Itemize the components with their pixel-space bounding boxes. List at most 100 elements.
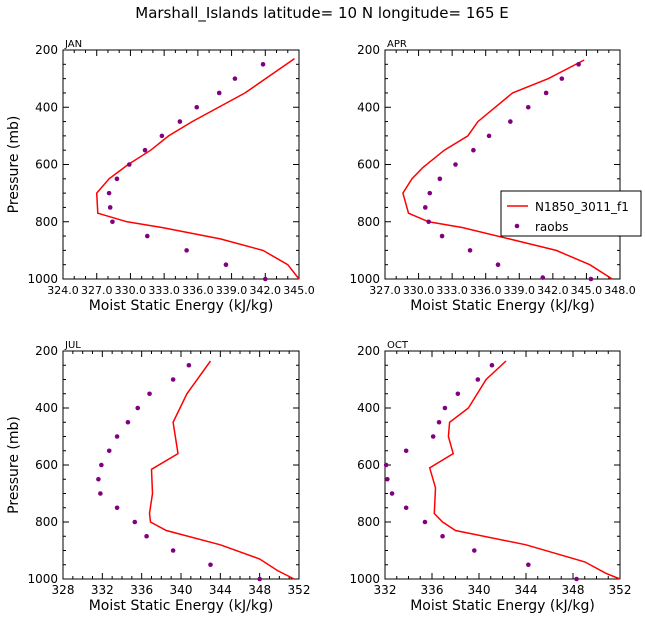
legend-box (500, 190, 642, 237)
x-tick-label: 344 (515, 583, 538, 597)
x-tick-label: 327.0 (81, 284, 113, 297)
panel-label: APR (387, 39, 407, 50)
y-tick-label: 800 (357, 515, 380, 529)
x-tick-label: 336.0 (182, 284, 214, 297)
raobs-point (383, 462, 389, 468)
raobs-point (132, 519, 138, 525)
panel-label: JAN (64, 39, 82, 50)
y-tick-label: 400 (35, 100, 58, 114)
legend-obs-marker (514, 223, 520, 229)
raobs-point (114, 505, 120, 511)
raobs-point (262, 276, 268, 282)
raobs-point (99, 462, 104, 468)
y-tick-label: 200 (357, 344, 380, 358)
y-tick-label: 1000 (349, 572, 380, 586)
raobs-point (495, 262, 501, 267)
raobs-point (543, 90, 549, 96)
raobs-point (107, 205, 113, 210)
raobs-point (467, 248, 473, 253)
plot-frame (384, 49, 621, 280)
raobs-point (471, 147, 476, 153)
x-tick-label: 344 (209, 583, 232, 597)
x-tick-label: 328 (52, 583, 75, 597)
y-tick-label: 800 (35, 515, 58, 529)
y-tick-label: 200 (35, 344, 58, 358)
y-tick-label: 400 (357, 100, 380, 114)
legend: N1850_3011_f1 raobs (500, 190, 642, 237)
raobs-point (106, 448, 112, 454)
x-tick-label: 340 (468, 583, 491, 597)
y-tick-label: 800 (35, 215, 58, 229)
raobs-point (194, 104, 200, 110)
x-tick-label: 324.0 (47, 284, 79, 297)
raobs-point (96, 476, 101, 482)
plot-frame (62, 49, 300, 280)
raobs-point (184, 248, 189, 253)
x-tick-label: 332 (91, 583, 114, 597)
x-tick-label: 332 (374, 583, 397, 597)
raobs-point (257, 576, 262, 582)
raobs-point (436, 419, 442, 425)
y-tick-label: 200 (357, 43, 380, 57)
raobs-point (403, 448, 409, 454)
x-tick-label: 348 (562, 583, 585, 597)
raobs-point (576, 62, 581, 67)
raobs-point (430, 434, 436, 439)
raobs-point (525, 104, 531, 110)
raobs-point (385, 476, 390, 482)
raobs-point (453, 162, 458, 167)
raobs-point (472, 548, 477, 553)
x-tick-label: 327.0 (369, 284, 401, 297)
raobs-point (159, 133, 165, 139)
raobs-point (142, 147, 148, 153)
raobs-point (106, 190, 112, 196)
x-tick-label: 342.0 (537, 284, 569, 297)
raobs-point (486, 133, 492, 139)
x-tick-label: 340 (170, 583, 193, 597)
x-tick-label: 330.0 (115, 284, 147, 297)
panel-label: JUL (64, 340, 81, 351)
model-line (402, 59, 613, 280)
raobs-point (144, 233, 150, 239)
raobs-point (147, 391, 152, 397)
x-axis-label: Moist Static Energy (kJ/kg) (89, 598, 274, 614)
raobs-point (489, 362, 495, 368)
raobs-point (232, 76, 238, 81)
x-tick-label: 348.0 (604, 284, 636, 297)
x-axis-label: Moist Static Energy (kJ/kg) (410, 598, 595, 614)
raobs-point (260, 62, 266, 67)
raobs-point (403, 505, 409, 511)
x-tick-label: 336 (421, 583, 444, 597)
x-tick-label: 352 (609, 583, 632, 597)
x-tick-label: 333.0 (436, 284, 468, 297)
x-tick-label: 336.0 (470, 284, 502, 297)
x-tick-label: 352 (288, 583, 311, 597)
x-axis-label: Moist Static Energy (kJ/kg) (410, 298, 595, 314)
x-axis-label: Moist Static Energy (kJ/kg) (89, 298, 274, 314)
y-tick-label: 1000 (349, 272, 380, 286)
x-tick-label: 339.0 (216, 284, 248, 297)
x-tick-label: 342.0 (250, 284, 282, 297)
raobs-point (127, 162, 132, 167)
raobs-point (426, 219, 431, 225)
raobs-point (422, 205, 428, 210)
y-tick-label: 200 (35, 43, 58, 57)
raobs-point (110, 219, 115, 225)
raobs-point (437, 176, 443, 182)
model-line (148, 360, 295, 580)
y-axis-label: Pressure (mb) (6, 116, 22, 214)
model-line (95, 57, 300, 280)
raobs-point (144, 533, 149, 539)
legend-obs-label: raobs (535, 220, 569, 234)
y-tick-label: 400 (35, 401, 58, 415)
raobs-point (208, 562, 213, 568)
x-tick-label: 345.0 (571, 284, 603, 297)
raobs-point (475, 377, 481, 382)
raobs-point (439, 233, 445, 239)
raobs-point (389, 491, 395, 496)
x-tick-label: 348 (248, 583, 271, 597)
